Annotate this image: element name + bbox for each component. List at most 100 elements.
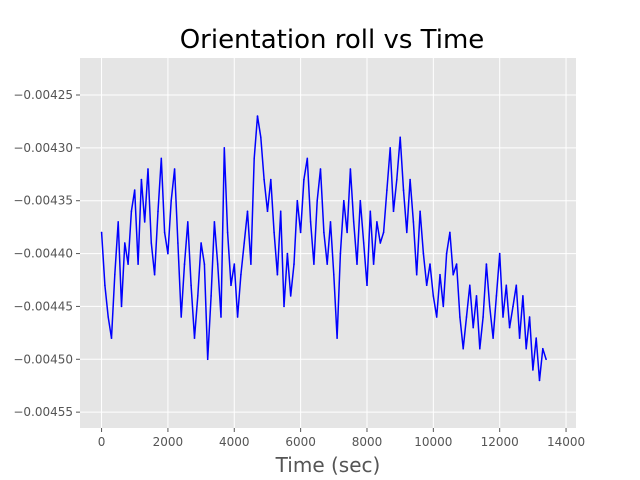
data-point [167,252,169,255]
data-point [376,221,378,223]
data-point [137,263,139,265]
data-point [183,263,186,265]
data-point [525,347,527,350]
y-axis: −0.00425 −0.00430 −0.00435 −0.00440 −0.00445… [13,88,80,419]
data-point [230,284,232,287]
data-point [488,305,491,308]
data-point [538,379,541,382]
data-point [203,263,206,265]
data-point [362,242,365,244]
data-point [386,189,388,191]
data-point [462,347,465,350]
data-point [163,231,166,234]
data-point [435,316,438,318]
data-point [475,295,478,297]
data-point [293,263,295,265]
data-point [270,178,272,181]
y-tick-label: −0.00450 [13,352,73,366]
data-point [206,358,209,361]
data-point [200,242,202,244]
data-point [412,221,415,223]
data-point [323,231,325,234]
data-point [452,273,455,276]
data-point [133,189,136,191]
data-point [127,263,129,265]
data-point [515,284,518,287]
data-point [498,252,501,255]
data-point [482,316,484,318]
data-point [286,252,289,255]
data-point [170,199,172,202]
data-point [399,136,402,139]
data-point [505,284,508,287]
data-point [535,337,537,339]
data-point [210,295,212,297]
data-point [260,136,262,139]
data-point [153,273,156,276]
data-point [316,199,319,202]
data-point [402,189,405,191]
chart-title: Orientation roll vs Time [180,25,485,55]
data-point [220,316,222,318]
data-point [379,242,382,244]
data-point [429,263,431,265]
data-point [372,263,375,265]
data-point [279,210,282,213]
y-tick-label: −0.00440 [13,247,73,261]
data-point [276,273,279,276]
data-point [313,263,315,265]
x-tick-label: 4000 [219,435,250,449]
data-point [359,199,362,202]
data-point [246,210,249,213]
x-tick-label: 14000 [547,435,585,449]
data-point [124,242,126,244]
data-point [223,147,226,149]
x-axis: 0 2000 4000 6000 8000 10000 12000 14000 [98,428,585,449]
x-tick-label: 10000 [414,435,452,449]
data-point [114,273,116,276]
data-point [289,295,292,297]
data-point [508,326,511,329]
data-point [542,347,544,350]
series-group [100,115,547,382]
x-tick-label: 6000 [285,435,316,449]
data-point [147,168,149,170]
data-point [213,221,216,223]
data-point [150,242,153,244]
data-point [352,221,355,223]
data-point [439,273,441,276]
data-point [309,221,312,223]
data-point [104,284,106,287]
data-point [449,231,451,234]
data-point [100,231,103,234]
data-point [479,347,481,350]
data-point [117,221,119,223]
data-point [157,210,159,213]
data-point [445,252,448,255]
data-point [502,316,504,318]
data-point [177,242,179,244]
data-point [346,231,348,234]
data-point [472,326,475,329]
data-point [336,337,338,339]
data-point [197,295,199,297]
y-tick-label: −0.00445 [13,299,73,313]
data-point [296,199,299,202]
data-point [190,284,192,287]
data-point [266,210,269,213]
data-point [366,284,368,287]
data-point [369,210,372,213]
data-point [187,221,189,223]
data-point [518,337,521,339]
data-point [356,263,358,265]
data-point [469,284,471,287]
data-point [326,263,329,265]
data-point [193,337,196,339]
data-point [545,358,547,361]
data-point [422,252,425,255]
data-point [283,305,285,308]
data-point [455,263,458,265]
x-tick-label: 2000 [153,435,184,449]
data-point [140,178,143,181]
